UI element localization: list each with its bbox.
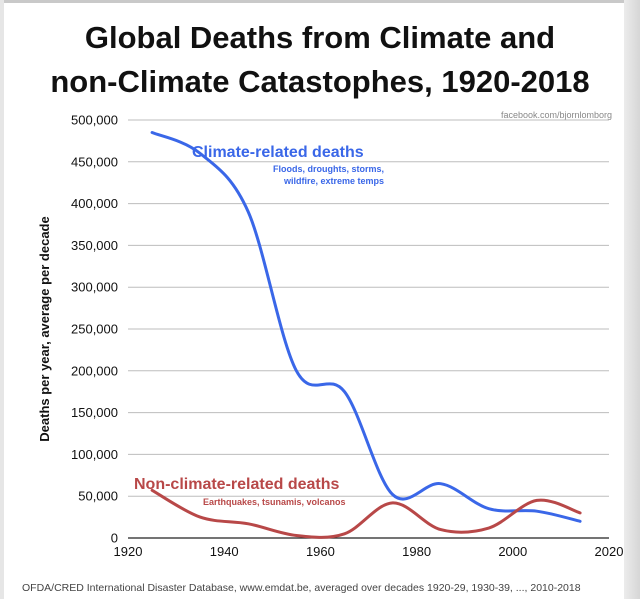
x-tick-label: 1960 — [306, 544, 335, 559]
y-axis-label: Deaths per year, average per decade — [37, 216, 52, 441]
series-annotations: Climate-related deaths Floods, droughts,… — [134, 144, 384, 507]
climate-series-label: Climate-related deaths — [192, 144, 364, 161]
y-tick-label: 300,000 — [71, 280, 118, 295]
x-tick-label: 1920 — [114, 544, 143, 559]
x-tick-label: 1980 — [402, 544, 431, 559]
frame-right-edge — [624, 0, 640, 599]
y-tick-label: 500,000 — [71, 113, 118, 128]
y-tick-label: 150,000 — [71, 405, 118, 420]
y-tick-label: 250,000 — [71, 322, 118, 337]
y-tick-label: 0 — [111, 531, 118, 546]
footnote: OFDA/CRED International Disaster Databas… — [22, 582, 581, 594]
y-tick-label: 200,000 — [71, 363, 118, 378]
y-tick-label: 450,000 — [71, 154, 118, 169]
non-climate-series-label: Non-climate-related deaths — [134, 476, 339, 493]
frame-left-edge — [0, 0, 4, 599]
frame-top-edge — [0, 0, 640, 3]
non-climate-deaths-line — [150, 488, 582, 539]
x-tick-label: 1940 — [210, 544, 239, 559]
climate-series-note-box: Floods, droughts, storms, wildfire, extr… — [272, 164, 384, 186]
climate-deaths-line — [150, 131, 582, 523]
y-tick-label: 100,000 — [71, 447, 118, 462]
gridlines — [128, 119, 609, 497]
chart-title-line-2: non-Climate Catastophes, 1920-2018 — [50, 64, 590, 99]
y-tick-label: 50,000 — [78, 489, 118, 504]
y-tick-label: 400,000 — [71, 196, 118, 211]
y-tick-label: 350,000 — [71, 238, 118, 253]
x-tick-label: 2020 — [595, 544, 624, 559]
climate-series-note: Floods, droughts, storms, wildfire, extr… — [272, 164, 384, 186]
series-lines — [150, 131, 582, 539]
non-climate-series-note: Earthquakes, tsunamis, volcanos — [203, 497, 346, 507]
y-tick-labels: 0 50,000 100,000 150,000 200,000 250,000 300,0… — [71, 113, 118, 546]
x-tick-labels: 1920 1940 1960 1980 2000 2020 — [114, 544, 624, 559]
source-credit: facebook.com/bjornlomborg — [500, 110, 612, 120]
x-tick-label: 2000 — [498, 544, 527, 559]
chart-title-line-1: Global Deaths from Climate and — [84, 20, 556, 55]
